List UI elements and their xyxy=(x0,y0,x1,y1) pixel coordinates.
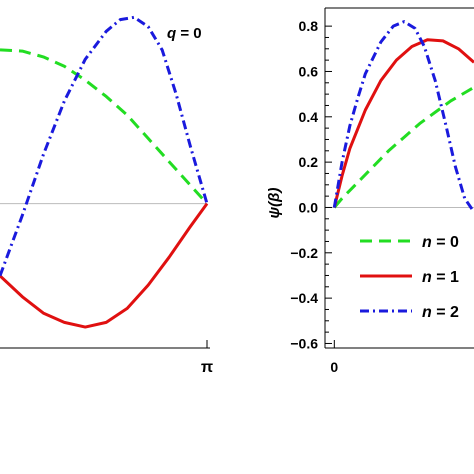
left-series-n-2-line xyxy=(0,15,209,277)
legend-label-n-2: n = 2 xyxy=(422,304,459,321)
right-y-tick-label: 0.0 xyxy=(299,199,319,215)
right-series-n-2-line xyxy=(332,20,474,213)
right-y-tick-label: 0.8 xyxy=(299,18,319,34)
legend-label-n-0: n = 0 xyxy=(422,234,459,251)
left-panel: π q = 0 xyxy=(0,15,213,376)
left-series-n-0-line xyxy=(0,48,209,205)
right-y-tick-label: 0.6 xyxy=(299,63,319,79)
right-panel: 0.8 0.6 0.4 0.2 0.0 −0.2 −0.4 −0.6 0 ψ(β) n = 0 n =… xyxy=(266,7,474,375)
legend-label-n-1: n = 1 xyxy=(422,269,459,286)
right-y-tick-label: −0.2 xyxy=(290,245,318,261)
left-x-tick-label: π xyxy=(201,359,213,376)
left-annotation: q = 0 xyxy=(167,25,202,42)
right-y-tick-label: −0.6 xyxy=(290,335,318,351)
right-y-tick-label: 0.2 xyxy=(299,154,319,170)
right-series-n-1-line xyxy=(332,38,474,208)
right-y-tick-label: 0.4 xyxy=(299,109,319,125)
right-series-n-0-line xyxy=(333,86,474,209)
right-y-tick-label: −0.4 xyxy=(290,290,318,306)
right-y-axis-label: ψ(β) xyxy=(266,188,283,219)
left-series-n-1-line xyxy=(0,202,209,329)
right-x-tick-label: 0 xyxy=(330,359,338,375)
